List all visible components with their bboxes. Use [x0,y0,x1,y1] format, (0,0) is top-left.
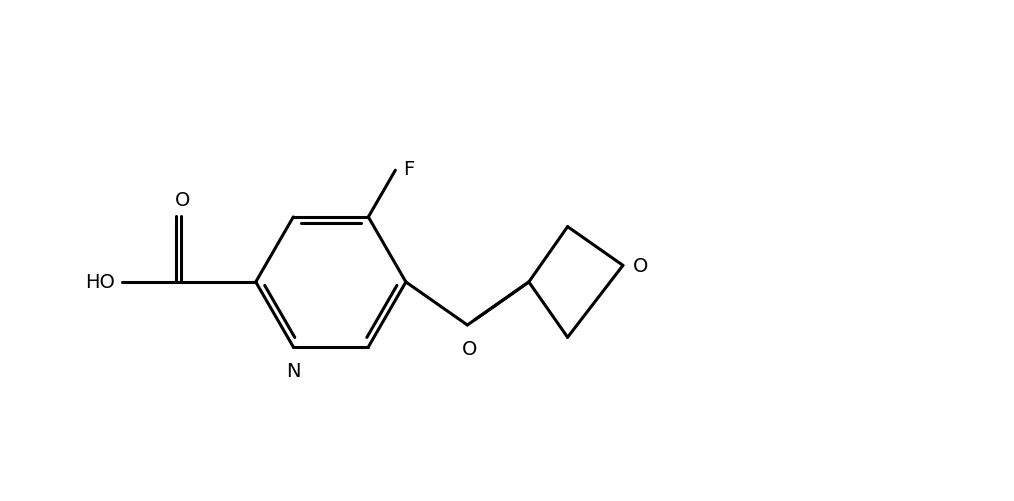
Text: N: N [286,361,300,380]
Text: O: O [461,339,478,358]
Text: F: F [403,159,414,178]
Text: O: O [175,190,191,209]
Text: O: O [634,257,649,276]
Text: HO: HO [85,273,115,292]
